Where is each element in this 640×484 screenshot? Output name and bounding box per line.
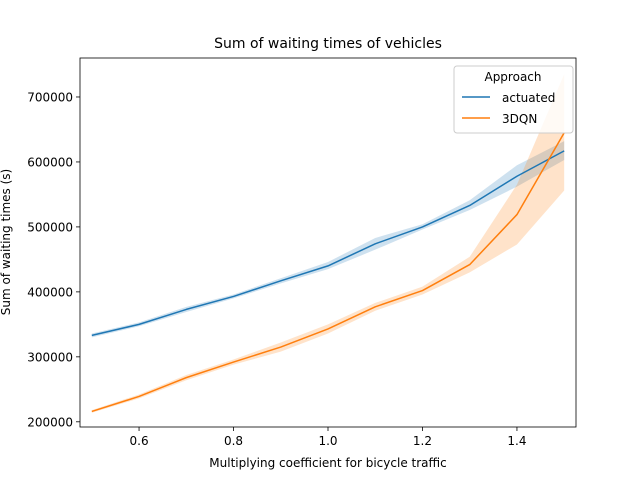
y-axis-ticks: 200000 300000 400000 500000 600000 700000 — [27, 90, 80, 429]
x-tick-label: 0.8 — [224, 434, 243, 448]
legend-box — [453, 65, 574, 134]
series-line-3dqn — [91, 132, 565, 413]
y-tick-label: 600000 — [27, 155, 73, 169]
x-tick-label: 1.0 — [318, 434, 337, 448]
x-tick-label: 0.6 — [130, 434, 149, 448]
y-tick-label: 700000 — [27, 90, 73, 104]
y-tick-label: 500000 — [27, 220, 73, 234]
legend: Approach actuated 3DQN — [453, 65, 574, 134]
series-line-actuated — [91, 150, 565, 337]
y-axis-label: Sum of waiting times (s) — [0, 169, 13, 315]
legend-label-3dqn: 3DQN — [502, 112, 537, 126]
x-tick-label: 1.2 — [413, 434, 432, 448]
y-tick-label: 400000 — [27, 285, 73, 299]
x-axis-ticks: 0.6 0.8 1.0 1.2 1.4 — [130, 427, 526, 448]
chart-title: Sum of waiting times of vehicles — [214, 36, 442, 52]
series-lines — [91, 132, 565, 413]
y-tick-label: 300000 — [27, 350, 73, 364]
legend-label-actuated: actuated — [502, 91, 555, 105]
x-tick-label: 1.4 — [507, 434, 526, 448]
legend-title: Approach — [484, 70, 541, 84]
x-axis-label: Multiplying coefficient for bicycle traf… — [209, 456, 446, 470]
y-tick-label: 200000 — [27, 415, 73, 429]
